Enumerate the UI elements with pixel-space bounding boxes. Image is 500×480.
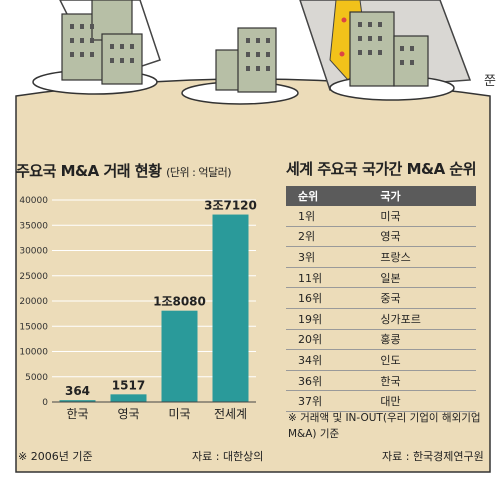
y-tick-label: 30000 bbox=[19, 247, 48, 257]
y-tick-label: 10000 bbox=[19, 348, 48, 358]
rank-cell: 3위 bbox=[286, 246, 351, 268]
table-row: 19위 싱가포르 bbox=[286, 308, 476, 330]
y-tick-label: 20000 bbox=[19, 297, 48, 307]
table-row: 11위 일본 bbox=[286, 267, 476, 289]
table-row: 37위 대만 bbox=[286, 390, 476, 412]
table-row: 20위 홍콩 bbox=[286, 329, 476, 351]
table-row: 2위 영국 bbox=[286, 226, 476, 248]
bar bbox=[59, 400, 96, 402]
rank-cell: 34위 bbox=[286, 349, 351, 371]
country-cell: 일본 bbox=[350, 267, 476, 289]
category-label: 미국 bbox=[168, 407, 190, 421]
category-label: 영국 bbox=[117, 407, 139, 421]
chart-source: 자료 : 대한상의 bbox=[192, 450, 264, 463]
y-tick-label: 15000 bbox=[19, 322, 48, 332]
bar bbox=[212, 214, 249, 402]
rank-cell: 19위 bbox=[286, 308, 351, 330]
y-tick-label: 0 bbox=[42, 398, 48, 408]
ranking-header-rank: 순위 bbox=[286, 186, 351, 206]
y-tick-label: 5000 bbox=[25, 373, 48, 383]
table-row: 3위 프랑스 bbox=[286, 246, 476, 268]
bar bbox=[110, 394, 147, 402]
table-row: 34위 인도 bbox=[286, 349, 476, 371]
chart-unit: (단위 : 억달러) bbox=[166, 166, 232, 179]
data-label: 1517 bbox=[112, 378, 145, 392]
country-cell: 영국 bbox=[350, 226, 476, 248]
country-cell: 한국 bbox=[350, 370, 476, 392]
rank-cell: 16위 bbox=[286, 287, 351, 309]
data-label: 364 bbox=[65, 384, 90, 398]
data-label: 1조8080 bbox=[153, 295, 206, 309]
country-cell: 싱가포르 bbox=[350, 308, 476, 330]
building-icon bbox=[215, 27, 277, 93]
rank-cell: 2위 bbox=[286, 226, 351, 248]
country-cell: 홍콩 bbox=[350, 329, 476, 351]
y-tick-label: 40000 bbox=[19, 196, 48, 206]
rank-cell: 37위 bbox=[286, 390, 351, 412]
chart-footnote: ※ 2006년 기준 bbox=[18, 450, 93, 463]
category-label: 전세계 bbox=[214, 407, 247, 421]
data-label: 3조7120 bbox=[204, 199, 257, 213]
table-row: 36위 한국 bbox=[286, 370, 476, 392]
chart-title: 주요국 M&A 거래 현황 (단위 : 억달러) bbox=[16, 162, 232, 180]
ranking-header-country: 국가 bbox=[350, 186, 476, 206]
y-tick-label: 35000 bbox=[19, 221, 48, 231]
rank-cell: 11위 bbox=[286, 267, 351, 289]
ranking-header-row: 순위 국가 bbox=[286, 186, 476, 206]
rank-cell: 36위 bbox=[286, 370, 351, 392]
ranking-source: 자료 : 한국경제연구원 bbox=[382, 450, 484, 463]
country-cell: 중국 bbox=[350, 287, 476, 309]
country-cell: 대만 bbox=[350, 390, 476, 412]
country-cell: 프랑스 bbox=[350, 246, 476, 268]
ranking-title: 세계 주요국 국가간 M&A 순위 bbox=[286, 160, 477, 178]
ranking-table: 순위 국가 1위 미국 2위 영국 3위 프랑스 11위 일본 16위 중국 19위 싱가포르 20위 홍… bbox=[286, 186, 476, 412]
rank-cell: 20위 bbox=[286, 329, 351, 351]
artist-signature: 쭌 bbox=[484, 74, 496, 89]
category-label: 한국 bbox=[66, 407, 88, 421]
country-cell: 인도 bbox=[350, 349, 476, 371]
y-tick-label: 25000 bbox=[19, 272, 48, 282]
table-row: 16위 중국 bbox=[286, 287, 476, 309]
country-cell: 미국 bbox=[350, 206, 476, 227]
table-row: 1위 미국 bbox=[286, 206, 476, 227]
bar bbox=[161, 310, 198, 402]
rank-cell: 1위 bbox=[286, 206, 351, 227]
ranking-footnote: ※ 거래액 및 IN-OUT(우리 기업이 해외기업 M&A) 기준 bbox=[288, 412, 481, 440]
